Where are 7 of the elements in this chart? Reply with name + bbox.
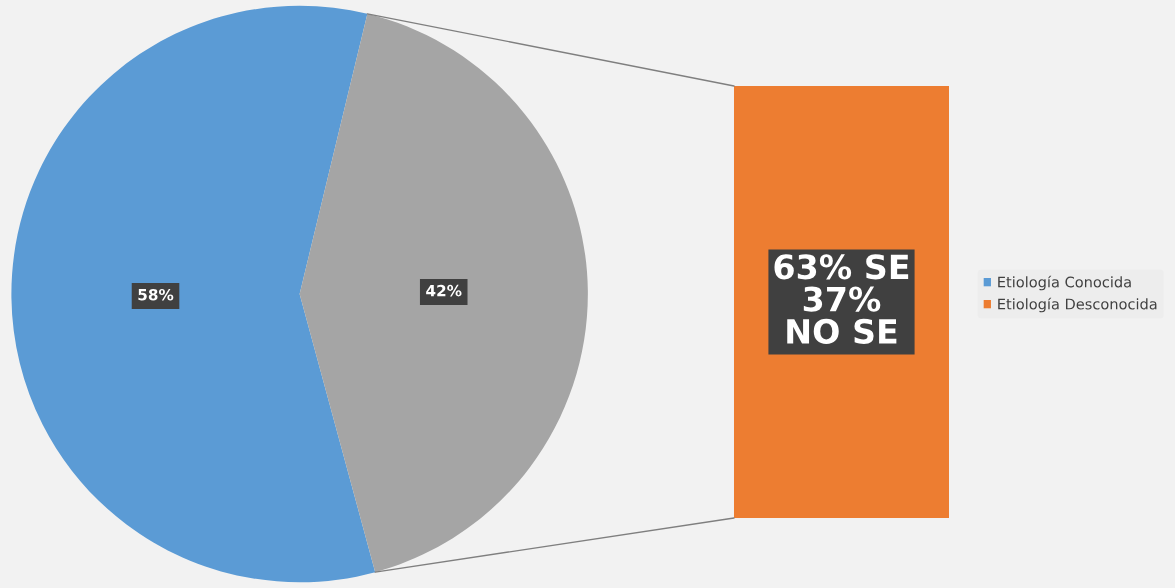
pie-slice xyxy=(11,5,376,583)
pie-slice xyxy=(299,13,588,573)
legend-label: Etiología Conocida xyxy=(998,275,1131,291)
series-label: Etiología Desconocida xyxy=(998,297,1157,313)
text: 63% SE 37% NO SE xyxy=(774,254,909,344)
data-label: 42% xyxy=(426,284,462,297)
data-label: 58% xyxy=(138,288,174,301)
